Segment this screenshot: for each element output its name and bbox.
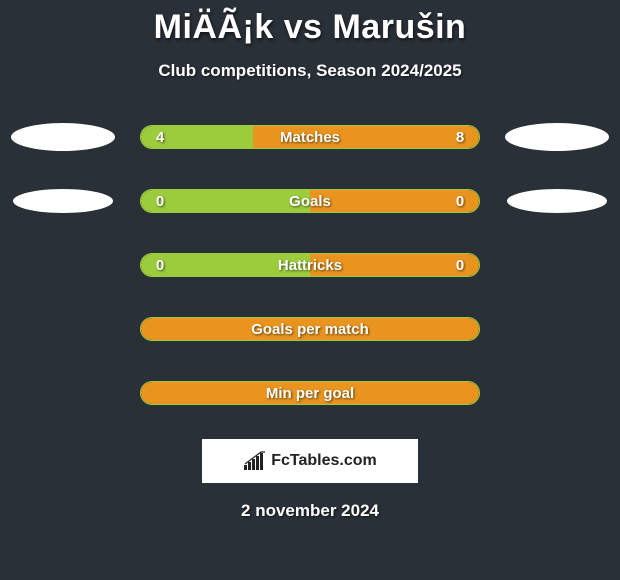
bar-chart-icon [243,451,267,471]
player-right-logo [502,119,612,155]
stat-bar: 4 Matches 8 [140,125,480,149]
ellipse-placeholder-icon [11,123,115,151]
stat-left-value: 0 [141,257,169,274]
stat-label: Matches [169,129,451,146]
brand-box[interactable]: FcTables.com [202,439,418,483]
player-right-logo [502,183,612,219]
empty-slot [8,311,118,347]
stat-row-goals-per-match: Goals per match [0,311,620,347]
stat-right-value: 8 [451,129,479,146]
stat-row-hattricks: 0 Hattricks 0 [0,247,620,283]
stat-right-value: 0 [451,257,479,274]
stat-left-value: 0 [141,193,169,210]
ellipse-placeholder-icon [505,123,609,151]
ellipse-placeholder-icon [507,189,607,213]
empty-slot [502,311,612,347]
player-left-logo [8,119,118,155]
brand-logo: FcTables.com [243,451,377,471]
stat-left-value: 4 [141,129,169,146]
empty-slot [502,247,612,283]
stat-row-min-per-goal: Min per goal [0,375,620,411]
stat-label: Min per goal [141,385,479,402]
empty-slot [502,375,612,411]
comparison-widget: MiÄÃ¡k vs Marušin Club competitions, Sea… [0,0,620,521]
brand-text: FcTables.com [271,452,377,470]
stat-label: Goals [169,193,451,210]
empty-slot [8,247,118,283]
date-text: 2 november 2024 [0,501,620,521]
stat-row-goals: 0 Goals 0 [0,183,620,219]
player-left-logo [8,183,118,219]
ellipse-placeholder-icon [13,189,113,213]
stat-right-value: 0 [451,193,479,210]
stat-label: Hattricks [169,257,451,274]
stat-bar: 0 Hattricks 0 [140,253,480,277]
stat-bar: Goals per match [140,317,480,341]
page-title: MiÄÃ¡k vs Marušin [0,8,620,47]
stat-label: Goals per match [141,321,479,338]
page-subtitle: Club competitions, Season 2024/2025 [0,61,620,81]
empty-slot [8,375,118,411]
stat-row-matches: 4 Matches 8 [0,119,620,155]
stat-bar: Min per goal [140,381,480,405]
stat-bar: 0 Goals 0 [140,189,480,213]
